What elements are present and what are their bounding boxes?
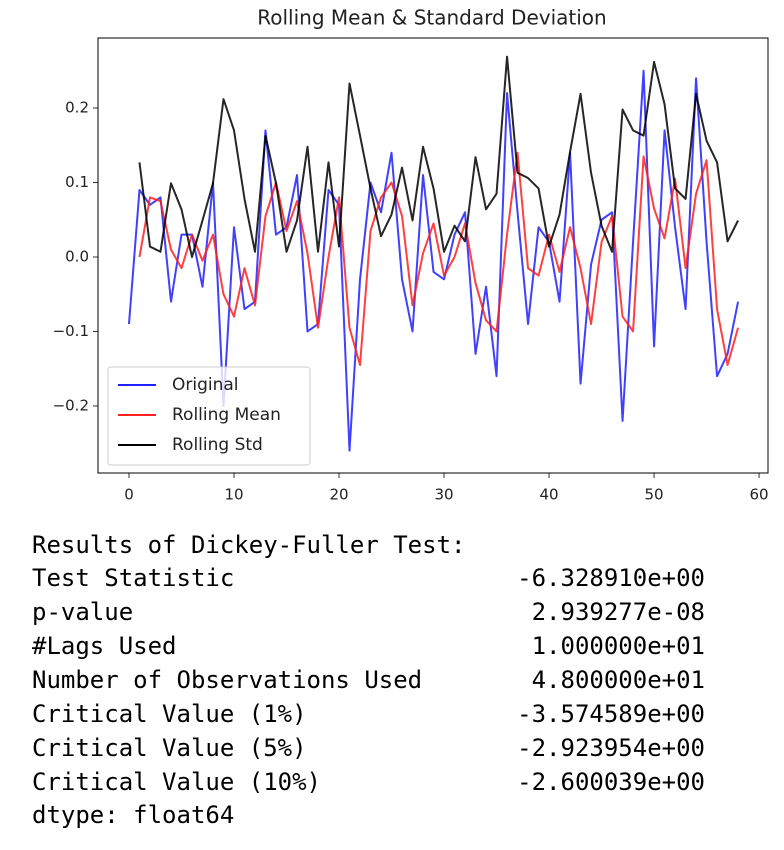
output-footer: dtype: float64 <box>32 801 234 829</box>
x-tick-label: 60 <box>750 486 769 504</box>
y-tick-label: −0.2 <box>53 396 89 414</box>
x-tick-label: 10 <box>224 486 243 504</box>
legend-label: Rolling Std <box>172 435 263 455</box>
result-value: -2.923954e+00 <box>517 734 705 762</box>
legend-label: Original <box>172 375 239 395</box>
y-tick-label: 0.0 <box>65 247 89 265</box>
x-tick-label: 0 <box>124 486 134 504</box>
series-line <box>138 55 739 258</box>
result-value: 2.939277e-08 <box>532 598 705 626</box>
legend-box <box>107 366 311 466</box>
chart-title: Rolling Mean & Standard Deviation <box>257 6 606 30</box>
x-tick-label: 20 <box>329 486 348 504</box>
result-label: Critical Value (5%) <box>32 734 307 762</box>
result-label: Critical Value (1%) <box>32 700 307 728</box>
result-label: Test Statistic <box>32 564 234 592</box>
series-line <box>138 151 740 366</box>
series-line <box>127 69 740 452</box>
y-tick-label: 0.1 <box>65 173 89 191</box>
result-value: -3.574589e+00 <box>517 700 705 728</box>
result-value: -2.600039e+00 <box>517 768 705 796</box>
result-label: p-value <box>32 598 133 626</box>
legend-label: Rolling Mean <box>172 405 281 425</box>
result-label: #Lags Used <box>32 632 177 660</box>
output-title: Results of Dickey-Fuller Test: <box>32 531 465 559</box>
x-tick-label: 50 <box>645 486 664 504</box>
result-label: Critical Value (10%) <box>32 768 321 796</box>
result-value: -6.328910e+00 <box>517 564 705 592</box>
result-value: 4.800000e+01 <box>532 666 705 694</box>
y-tick-label: −0.1 <box>53 322 89 340</box>
result-value: 1.000000e+01 <box>532 632 705 660</box>
result-label: Number of Observations Used <box>32 666 422 694</box>
y-tick-label: 0.2 <box>65 99 89 117</box>
x-tick-label: 30 <box>434 486 453 504</box>
x-tick-label: 40 <box>539 486 558 504</box>
plot-frame <box>97 37 769 474</box>
